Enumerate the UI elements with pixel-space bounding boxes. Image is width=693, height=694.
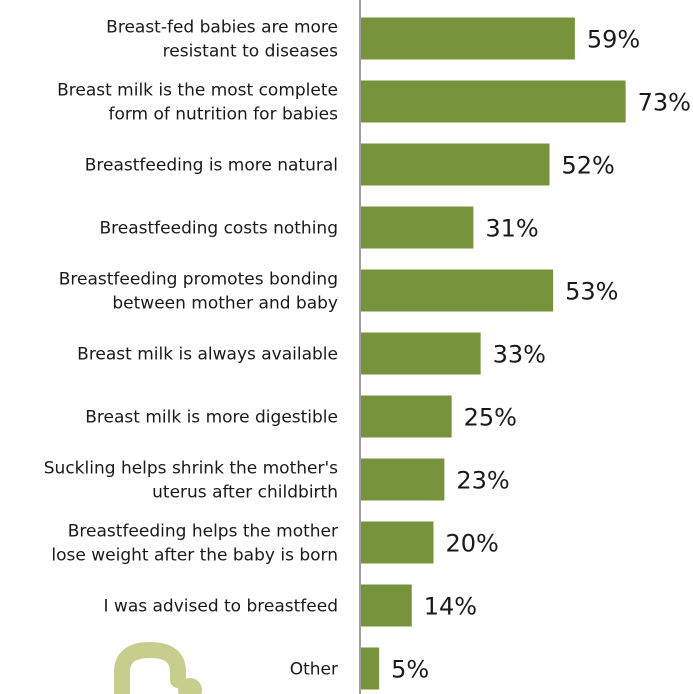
category-label-line: lose weight after the baby is born: [51, 546, 338, 566]
value-label-8: 20%: [446, 530, 499, 558]
category-label-line: Breast milk is more digestible: [85, 408, 338, 428]
category-label-line: between mother and baby: [112, 294, 338, 314]
value-label-5: 33%: [493, 341, 546, 369]
category-labels: Breast-fed babies are more resistant to d…: [44, 18, 338, 680]
category-label-line: Other: [290, 660, 338, 680]
value-label-1: 73%: [638, 89, 691, 117]
category-label-10: Other: [290, 660, 338, 680]
category-label-4: Breastfeeding promotes bonding between mo…: [59, 270, 338, 314]
category-label-line: I was advised to breastfeed: [104, 597, 338, 617]
value-label-10: 5%: [391, 656, 429, 684]
category-label-line: Breastfeeding helps the mother: [68, 522, 338, 542]
bar-3: [361, 206, 474, 249]
bar-10: [361, 647, 380, 690]
bar-6: [361, 395, 452, 438]
bar-0: [361, 17, 575, 60]
logo-mark: [114, 641, 202, 694]
category-label-line: Suckling helps shrink the mother's: [44, 459, 338, 479]
category-label-1: Breast milk is the most complete form of …: [57, 81, 338, 125]
category-label-line: Breastfeeding is more natural: [85, 156, 338, 176]
bar-9: [361, 584, 412, 627]
category-label-line: Breastfeeding promotes bonding: [59, 270, 338, 290]
category-label-3: Breastfeeding costs nothing: [100, 219, 339, 239]
value-label-7: 23%: [456, 467, 509, 495]
value-label-6: 25%: [464, 404, 517, 432]
category-label-line: resistant to diseases: [163, 42, 338, 62]
value-label-3: 31%: [485, 215, 538, 243]
logo-dot: [178, 678, 202, 694]
category-label-8: Breastfeeding helps the mother lose weigh…: [51, 522, 338, 566]
category-label-line: Breast milk is the most complete: [57, 81, 338, 101]
value-label-9: 14%: [424, 593, 477, 621]
logo-arc: [114, 641, 186, 694]
category-label-line: Breastfeeding costs nothing: [100, 219, 339, 239]
category-label-2: Breastfeeding is more natural: [85, 156, 338, 176]
category-label-line: uterus after childbirth: [152, 483, 338, 503]
value-label-0: 59%: [587, 26, 640, 54]
bar-1: [361, 80, 626, 123]
category-label-9: I was advised to breastfeed: [104, 597, 338, 617]
category-label-line: Breast milk is always available: [77, 345, 338, 365]
bars: [361, 17, 626, 690]
category-label-6: Breast milk is more digestible: [85, 408, 338, 428]
bar-8: [361, 521, 434, 564]
category-label-7: Suckling helps shrink the mother's uterus…: [44, 459, 338, 503]
category-label-5: Breast milk is always available: [77, 345, 338, 365]
category-label-0: Breast-fed babies are more resistant to d…: [106, 18, 338, 62]
bar-5: [361, 332, 481, 375]
bar-4: [361, 269, 554, 312]
value-label-4: 53%: [565, 278, 618, 306]
category-label-line: Breast-fed babies are more: [106, 18, 338, 38]
category-label-line: form of nutrition for babies: [108, 105, 338, 125]
bar-2: [361, 143, 550, 186]
value-labels: 59% 73% 52% 31% 53% 33% 25% 23% 20% 14% 5%: [391, 26, 691, 684]
value-label-2: 52%: [562, 152, 615, 180]
bar-7: [361, 458, 445, 501]
